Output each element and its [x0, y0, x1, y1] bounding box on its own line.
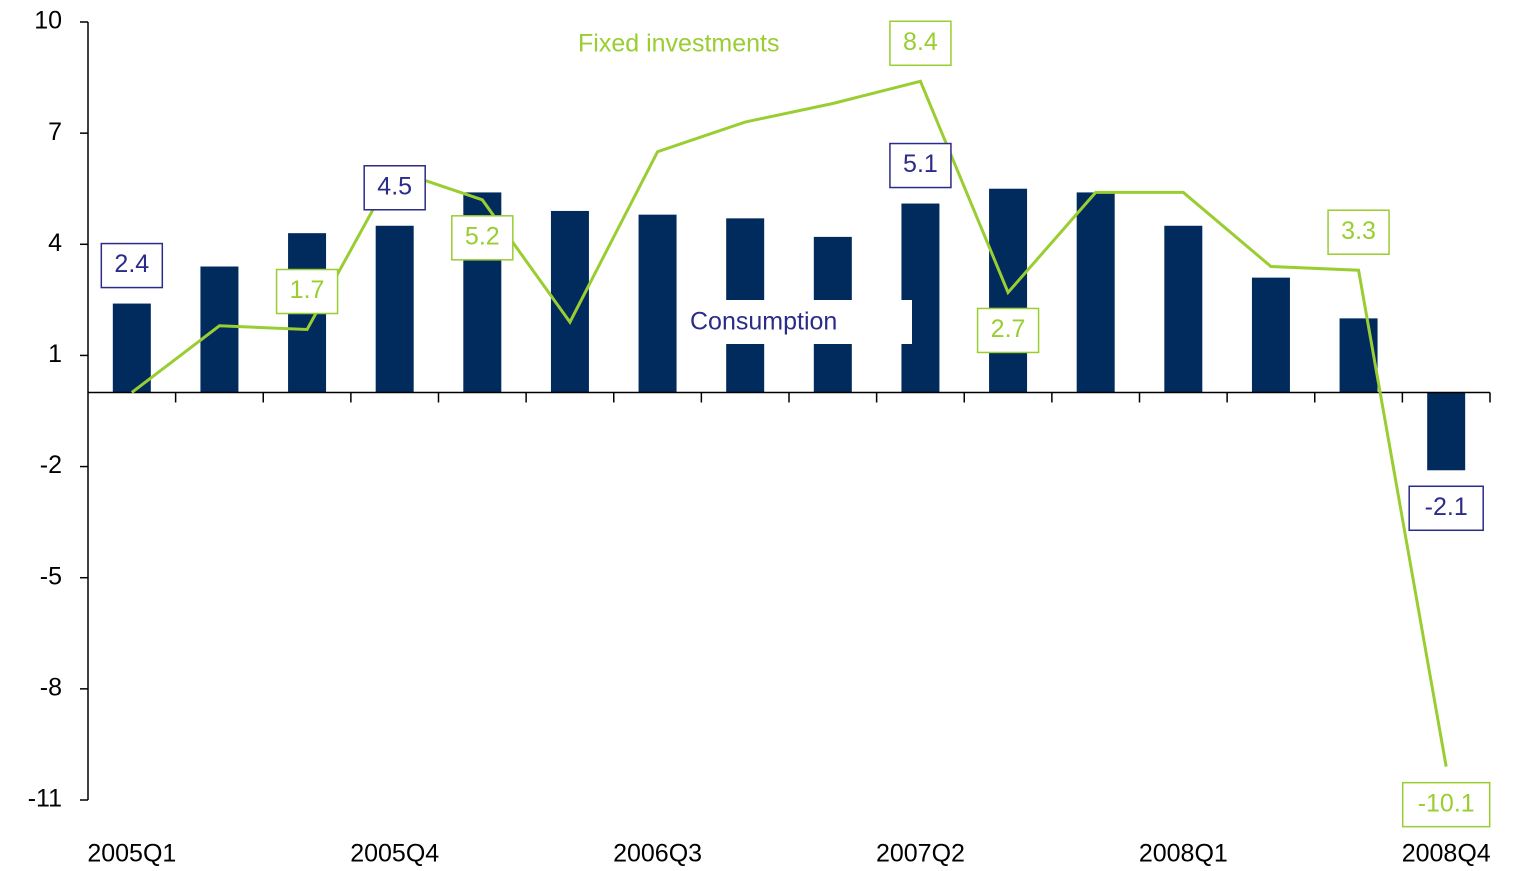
- line: [130, 79, 1448, 767]
- data-label-box: [976, 307, 1040, 354]
- y-tick-label: -2: [40, 451, 62, 479]
- bar: [550, 210, 589, 393]
- x-tick-label: 2008Q1: [1139, 840, 1228, 868]
- data-label-box: [363, 165, 426, 211]
- bar: [638, 214, 677, 393]
- data-label-box: [889, 142, 952, 189]
- bar: [112, 303, 151, 393]
- bar: [1164, 225, 1203, 393]
- x-tick-label: 2007Q2: [876, 840, 965, 868]
- x-tick-label: 2006Q3: [613, 840, 702, 868]
- series-name-background: [682, 300, 912, 344]
- bar: [200, 266, 239, 393]
- data-label: 8.4: [903, 28, 938, 56]
- bar: [1076, 192, 1115, 393]
- data-label: -2.1: [1425, 493, 1468, 521]
- bar: [1339, 318, 1378, 393]
- y-tick-label: 10: [34, 7, 62, 35]
- data-label-box: [1408, 485, 1484, 532]
- x-tick-label: 2008Q4: [1402, 840, 1491, 868]
- data-label: 1.7: [290, 276, 325, 304]
- data-label-box: [889, 20, 952, 67]
- data-label: -10.1: [1418, 789, 1475, 817]
- series-name: Fixed investments: [578, 30, 779, 58]
- data-label: 3.3: [1341, 217, 1376, 245]
- bar: [375, 225, 414, 393]
- bar: [901, 203, 940, 393]
- data-label-box: [1401, 781, 1491, 828]
- data-label: 5.2: [465, 222, 500, 250]
- data-label: 5.1: [903, 150, 938, 178]
- data-label-box: [100, 242, 164, 289]
- data-label: 4.5: [377, 172, 412, 200]
- y-tick-label: 1: [48, 340, 62, 368]
- x-tick-label: 2005Q1: [87, 840, 176, 868]
- data-label-box: [1327, 209, 1390, 255]
- series-name: Consumption: [690, 308, 837, 336]
- data-label-box: [275, 268, 339, 315]
- y-tick-label: -11: [28, 785, 62, 813]
- y-tick-label: -8: [40, 673, 62, 701]
- data-label: 2.4: [114, 250, 149, 278]
- y-tick-label: 7: [48, 118, 62, 146]
- bar: [1251, 277, 1290, 393]
- y-tick-label: -5: [40, 562, 62, 590]
- data-label-box: [451, 215, 514, 261]
- x-tick-label: 2005Q4: [350, 840, 439, 868]
- bar: [1427, 392, 1466, 471]
- y-tick-label: 4: [48, 229, 62, 257]
- data-label: 2.7: [991, 315, 1026, 343]
